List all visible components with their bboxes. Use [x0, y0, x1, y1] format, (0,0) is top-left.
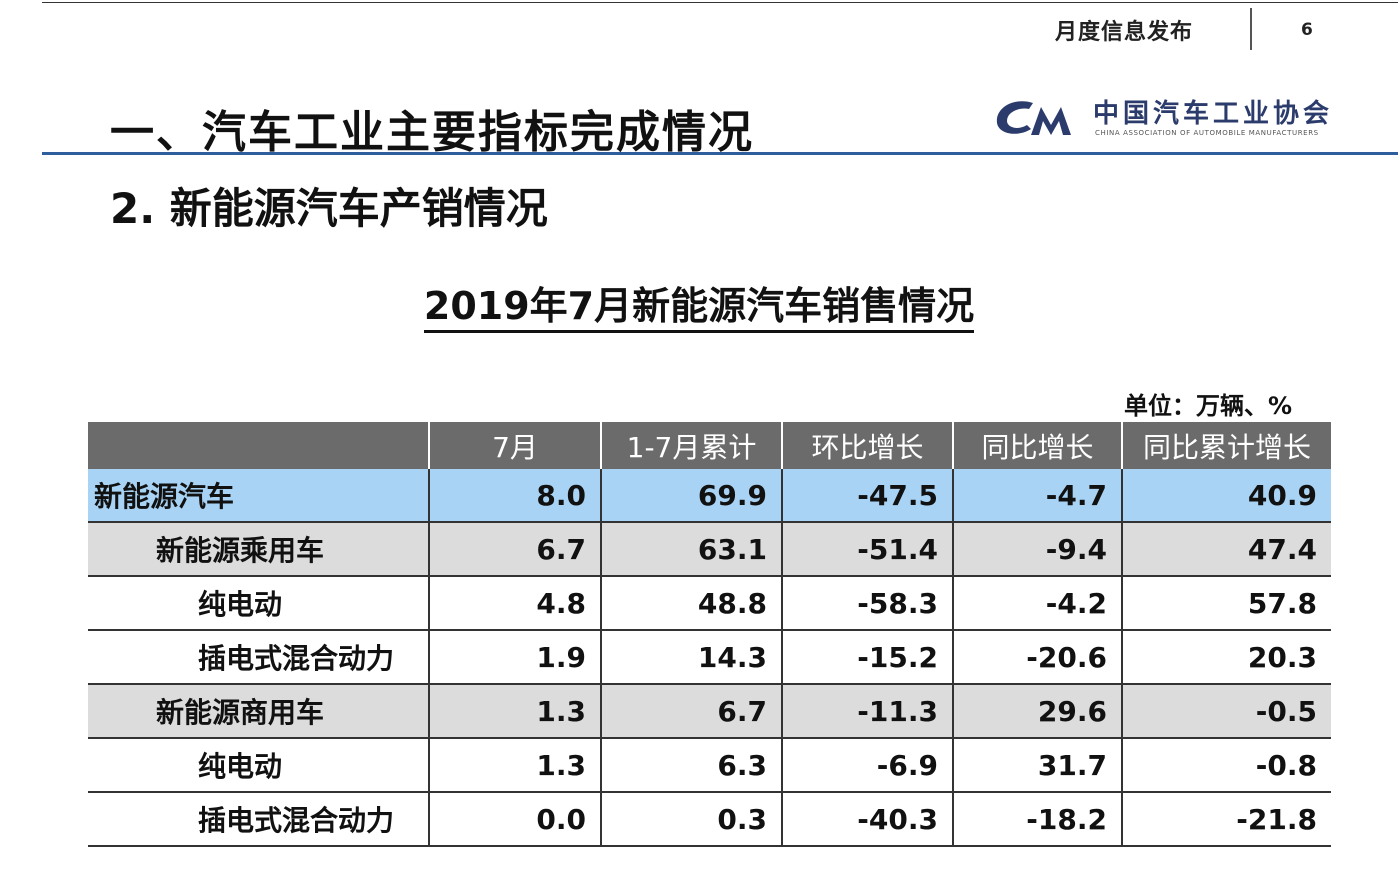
subsection-title: 2. 新能源汽车产销情况: [110, 184, 548, 233]
row-label: 纯电动: [88, 576, 429, 631]
column-header: [88, 422, 429, 469]
table-row: 纯电动 1.3 6.3 -6.9 31.7 -0.8: [88, 738, 1331, 793]
top-border-line: [42, 2, 1398, 3]
table-cell: 63.1: [600, 522, 782, 577]
table-cell: 1.9: [428, 630, 601, 685]
row-label: 纯电动: [88, 738, 429, 793]
table-cell: -4.2: [952, 576, 1122, 631]
table-cell: -51.4: [781, 522, 953, 577]
table-cell: -20.6: [952, 630, 1122, 685]
table-cell: -9.4: [952, 522, 1122, 577]
table-row: 插电式混合动力 1.9 14.3 -15.2 -20.6 20.3: [88, 630, 1331, 685]
table-cell: 6.3: [600, 738, 782, 793]
table-cell: -40.3: [781, 792, 953, 847]
column-header: 1-7月累计: [600, 422, 782, 469]
table-cell: 69.9: [600, 469, 782, 523]
table-cell: 0.0: [428, 792, 601, 847]
column-header: 同比累计增长: [1121, 422, 1331, 469]
table-cell: 1.3: [428, 684, 601, 739]
table-cell: 0.3: [600, 792, 782, 847]
section-title: 一、汽车工业主要指标完成情况: [110, 107, 754, 158]
title-underline-rule: [42, 152, 1398, 155]
table-cell: 31.7: [952, 738, 1122, 793]
column-header: 同比增长: [952, 422, 1122, 469]
logo-english-name: CHINA ASSOCIATION OF AUTOMOBILE MANUFACT…: [1095, 129, 1319, 137]
table-row: 新能源商用车 1.3 6.7 -11.3 29.6 -0.5: [88, 684, 1331, 739]
row-label: 插电式混合动力: [88, 792, 429, 847]
table-cell: 1.3: [428, 738, 601, 793]
table-cell: -47.5: [781, 469, 953, 523]
table-row: 新能源汽车 8.0 69.9 -47.5 -4.7 40.9: [88, 469, 1331, 523]
row-label: 新能源商用车: [88, 684, 429, 739]
sales-table: 7月 1-7月累计 环比增长 同比增长 同比累计增长 新能源汽车 8.0 69.…: [88, 422, 1331, 847]
table-cell: 48.8: [600, 576, 782, 631]
table-cell: 6.7: [600, 684, 782, 739]
unit-note: 单位：万辆、%: [1124, 392, 1293, 420]
row-label: 插电式混合动力: [88, 630, 429, 685]
header-label: 月度信息发布: [1055, 20, 1194, 45]
table-cell: 40.9: [1121, 469, 1331, 523]
table-cell: 14.3: [600, 630, 782, 685]
table-cell: -18.2: [952, 792, 1122, 847]
table-cell: -4.7: [952, 469, 1122, 523]
page-number: 6: [1301, 20, 1313, 40]
table-cell: -58.3: [781, 576, 953, 631]
table-cell: -6.9: [781, 738, 953, 793]
table-cell: 47.4: [1121, 522, 1331, 577]
table-cell: 8.0: [428, 469, 601, 523]
table-row: 插电式混合动力 0.0 0.3 -40.3 -18.2 -21.8: [88, 792, 1331, 847]
table-cell: -11.3: [781, 684, 953, 739]
table-row: 纯电动 4.8 48.8 -58.3 -4.2 57.8: [88, 576, 1331, 631]
table-cell: 20.3: [1121, 630, 1331, 685]
table-cell: 6.7: [428, 522, 601, 577]
table-header-row: 7月 1-7月累计 环比增长 同比增长 同比累计增长: [88, 422, 1331, 469]
column-header: 7月: [428, 422, 601, 469]
table-title-text: 2019年7月新能源汽车销售情况: [423, 284, 975, 333]
table-title: 2019年7月新能源汽车销售情况: [0, 275, 1398, 333]
caam-logo: 中国汽车工业协会 CHINA ASSOCIATION OF AUTOMOBILE…: [993, 93, 1333, 147]
row-label: 新能源乘用车: [88, 522, 429, 577]
caam-logo-mark: [996, 101, 1071, 135]
logo-chinese-name: 中国汽车工业协会: [1093, 99, 1334, 129]
table-cell: 57.8: [1121, 576, 1331, 631]
column-header: 环比增长: [781, 422, 953, 469]
table-cell: -0.5: [1121, 684, 1331, 739]
table-cell: -21.8: [1121, 792, 1331, 847]
row-label: 新能源汽车: [88, 469, 429, 523]
header-divider: [1250, 8, 1252, 50]
table-cell: -0.8: [1121, 738, 1331, 793]
table-cell: 29.6: [952, 684, 1122, 739]
table-row: 新能源乘用车 6.7 63.1 -51.4 -9.4 47.4: [88, 522, 1331, 577]
table-cell: 4.8: [428, 576, 601, 631]
table-cell: -15.2: [781, 630, 953, 685]
